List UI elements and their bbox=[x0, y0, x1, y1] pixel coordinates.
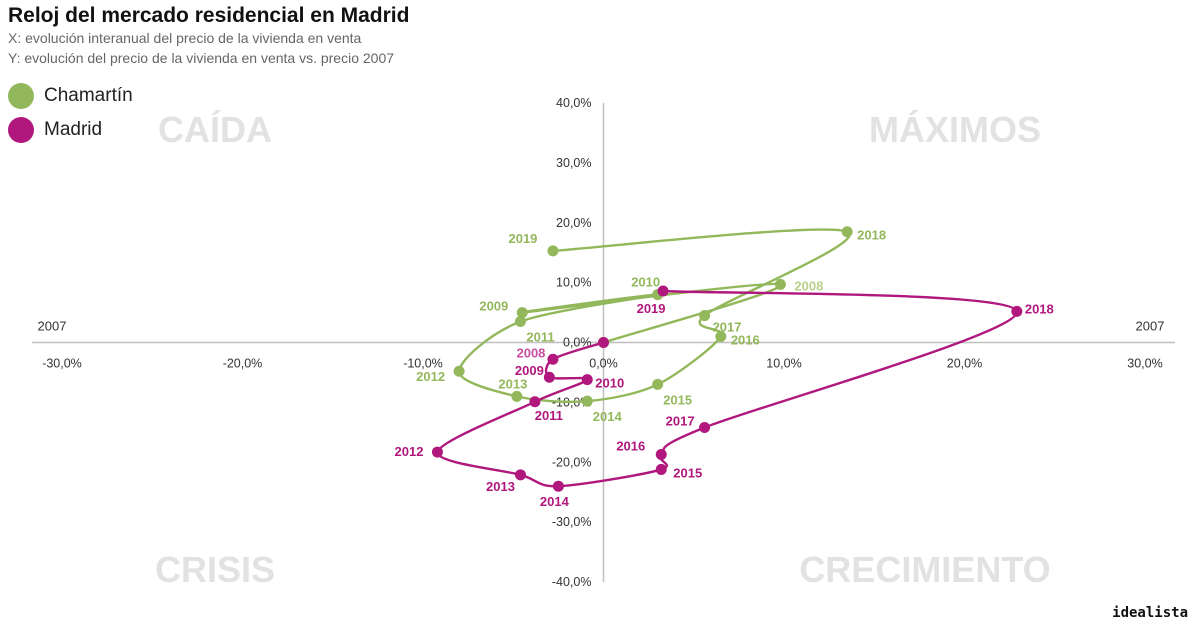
data-point-madrid-2014 bbox=[552, 480, 564, 492]
y-tick-label: -40,0% bbox=[552, 575, 592, 589]
quadrant-label-bottom-left: CRISIS bbox=[155, 549, 275, 590]
quadrant-label-top-left: CAÍDA bbox=[158, 109, 272, 150]
series-line-chamartin bbox=[457, 228, 851, 404]
data-label-chamartin-2012: 2012 bbox=[416, 369, 445, 384]
legend-label-madrid: Madrid bbox=[44, 119, 103, 140]
data-point-chamartin-2016 bbox=[715, 331, 727, 343]
x-tick-label: 10,0% bbox=[766, 357, 801, 371]
x-axis-description: X: evolución interanual del precio de la… bbox=[8, 30, 362, 46]
data-label-chamartin-2018: 2018 bbox=[857, 228, 886, 243]
quadrant-label-bottom-right: CRECIMIENTO bbox=[799, 549, 1050, 590]
data-label-madrid-2019: 2019 bbox=[637, 301, 666, 316]
data-label-chamartin-2013: 2013 bbox=[498, 376, 527, 391]
data-point-madrid-2007 bbox=[598, 337, 609, 348]
data-point-chamartin-2017 bbox=[699, 310, 711, 322]
data-label-chamartin-2019: 2019 bbox=[508, 231, 537, 246]
data-label-chamartin-2008: 2008 bbox=[794, 278, 823, 293]
legend-item-chamartin: Chamartín bbox=[8, 82, 133, 110]
legend-marker-chamartin bbox=[8, 83, 34, 109]
y-axis-description: Y: evolución del precio de la vivienda e… bbox=[8, 50, 395, 66]
y-tick-label: -20,0% bbox=[552, 455, 592, 469]
data-label-madrid-2016: 2016 bbox=[616, 438, 645, 453]
x-tick-label: 0,0% bbox=[589, 357, 618, 371]
data-point-chamartin-2008 bbox=[774, 278, 786, 290]
axis-end-label-right: 2007 bbox=[1136, 319, 1165, 334]
data-point-madrid-2013 bbox=[514, 469, 526, 481]
data-label-madrid-2009: 2009 bbox=[515, 363, 544, 378]
data-point-madrid-2009 bbox=[543, 371, 555, 383]
data-point-madrid-2019 bbox=[657, 285, 669, 297]
y-tick-label: -30,0% bbox=[552, 515, 592, 529]
data-point-madrid-2016 bbox=[655, 448, 667, 460]
data-label-chamartin-2010: 2010 bbox=[631, 275, 660, 290]
data-point-chamartin-2012 bbox=[453, 365, 465, 377]
data-point-madrid-2008 bbox=[547, 353, 559, 365]
data-point-chamartin-2014 bbox=[581, 395, 593, 407]
x-tick-label: 20,0% bbox=[947, 357, 982, 371]
x-tick-label: -10,0% bbox=[403, 357, 443, 371]
data-label-madrid-2017: 2017 bbox=[666, 414, 695, 429]
data-point-chamartin-2013 bbox=[511, 390, 523, 402]
data-point-chamartin-2018 bbox=[841, 226, 853, 238]
data-point-madrid-2012 bbox=[431, 446, 443, 458]
data-label-madrid-2013: 2013 bbox=[486, 479, 515, 494]
data-point-chamartin-2019 bbox=[547, 245, 559, 257]
data-label-madrid-2015: 2015 bbox=[673, 465, 702, 480]
data-label-madrid-2011: 2011 bbox=[535, 408, 563, 423]
x-tick-label: -30,0% bbox=[42, 357, 82, 371]
brand-logo: idealista bbox=[1112, 605, 1188, 621]
y-tick-label: 0,0% bbox=[563, 336, 592, 350]
y-tick-label: 30,0% bbox=[556, 156, 591, 170]
data-point-chamartin-2009 bbox=[516, 307, 528, 319]
data-point-madrid-2018 bbox=[1011, 305, 1023, 317]
data-label-madrid-2008: 2008 bbox=[516, 345, 545, 360]
data-label-madrid-2012: 2012 bbox=[395, 444, 424, 459]
data-label-chamartin-2017: 2017 bbox=[713, 320, 742, 335]
data-point-madrid-2017 bbox=[699, 422, 711, 434]
y-tick-label: 20,0% bbox=[556, 216, 591, 230]
x-tick-label: -20,0% bbox=[223, 357, 263, 371]
data-point-chamartin-2015 bbox=[652, 378, 664, 390]
data-label-chamartin-2014: 2014 bbox=[593, 409, 623, 424]
data-point-chamartin-2011 bbox=[514, 316, 526, 328]
data-label-madrid-2018: 2018 bbox=[1025, 301, 1054, 316]
quadrant-label-top-right: MÁXIMOS bbox=[869, 109, 1041, 150]
data-label-madrid-2014: 2014 bbox=[540, 494, 570, 509]
data-label-chamartin-2016: 2016 bbox=[731, 333, 760, 348]
y-tick-label: 10,0% bbox=[556, 276, 591, 290]
legend-marker-madrid bbox=[8, 117, 34, 143]
x-tick-label: 30,0% bbox=[1127, 357, 1162, 371]
legend-item-madrid: Madrid bbox=[8, 116, 102, 144]
data-label-chamartin-2015: 2015 bbox=[663, 392, 692, 407]
data-label-madrid-2010: 2010 bbox=[595, 376, 624, 391]
data-label-chamartin-2009: 2009 bbox=[479, 299, 508, 314]
data-point-madrid-2010 bbox=[581, 374, 593, 386]
legend-label-chamartin: Chamartín bbox=[44, 85, 133, 106]
data-point-madrid-2015 bbox=[655, 463, 667, 475]
data-label-chamartin-2011: 2011 bbox=[526, 330, 554, 345]
chart-title: Reloj del mercado residencial en Madrid bbox=[8, 4, 410, 27]
y-tick-label: 40,0% bbox=[556, 96, 591, 110]
data-point-madrid-2011 bbox=[529, 396, 541, 408]
axis-end-label-left: 2007 bbox=[38, 319, 67, 334]
